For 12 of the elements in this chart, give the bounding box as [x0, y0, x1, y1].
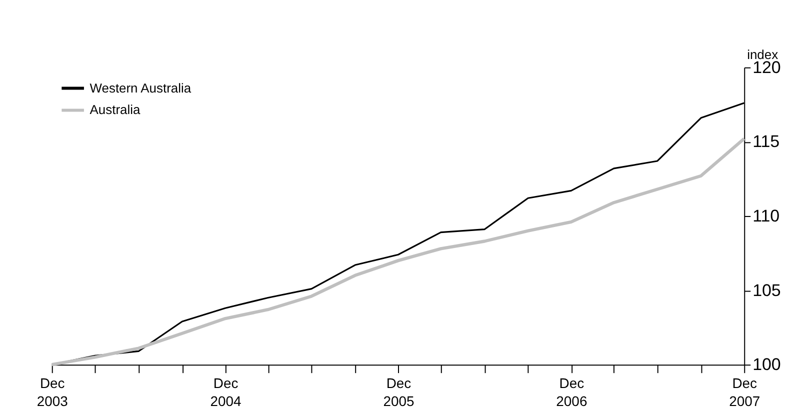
- x-tick-label: Dec 2007: [729, 375, 760, 409]
- y-axis-title: index: [747, 46, 779, 62]
- y-tick-label: 115: [752, 132, 780, 152]
- x-tick-label: Dec 2004: [210, 375, 242, 409]
- legend-label: Australia: [90, 102, 141, 118]
- x-tick-label: Dec 2005: [383, 375, 414, 409]
- legend-label: Western Australia: [90, 80, 192, 96]
- y-tick-label: 100: [752, 355, 781, 374]
- y-tick-label: 110: [752, 206, 780, 226]
- x-tick-label: Dec 2006: [556, 375, 588, 409]
- x-tick-label: Dec 2003: [36, 375, 68, 409]
- y-tick-label: 105: [752, 280, 781, 300]
